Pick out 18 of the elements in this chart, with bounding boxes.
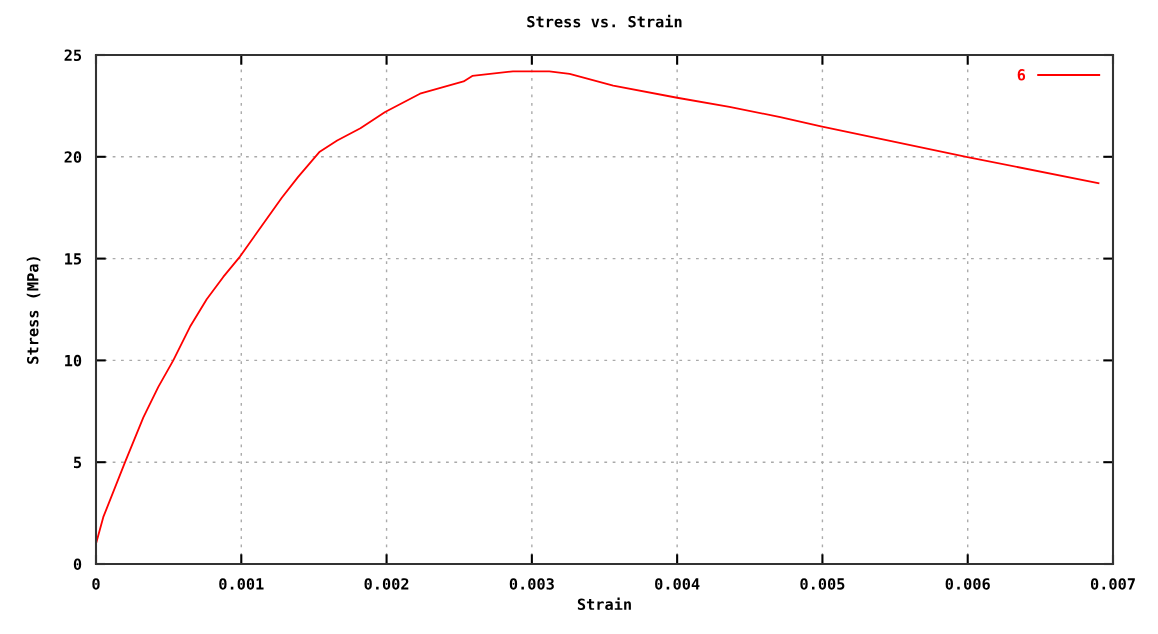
y-tick-label: 5 [73,456,82,469]
x-tick-label: 0.003 [509,578,554,590]
x-tick-label: 0.004 [655,578,700,590]
x-tick-label: 0.005 [800,578,845,590]
x-axis-title: Strain [577,597,631,611]
y-tick-label: 25 [64,49,82,62]
y-tick-label: 10 [65,354,82,367]
x-tick-label: 0 [92,578,100,590]
y-tick-label: 20 [64,151,82,163]
x-tick-label: 0.002 [364,578,409,590]
chart-title: Stress vs. Strain [527,14,682,28]
x-tick-label: 0.001 [219,578,264,590]
y-tick-label: 15 [65,253,82,265]
x-tick-label: 0.007 [1090,578,1135,590]
y-tick-label: 0 [73,558,82,571]
x-tick-label: 0.006 [945,578,990,590]
legend-label: 6 [1017,69,1026,81]
y-axis-title: Stress (MPa) [26,257,41,364]
